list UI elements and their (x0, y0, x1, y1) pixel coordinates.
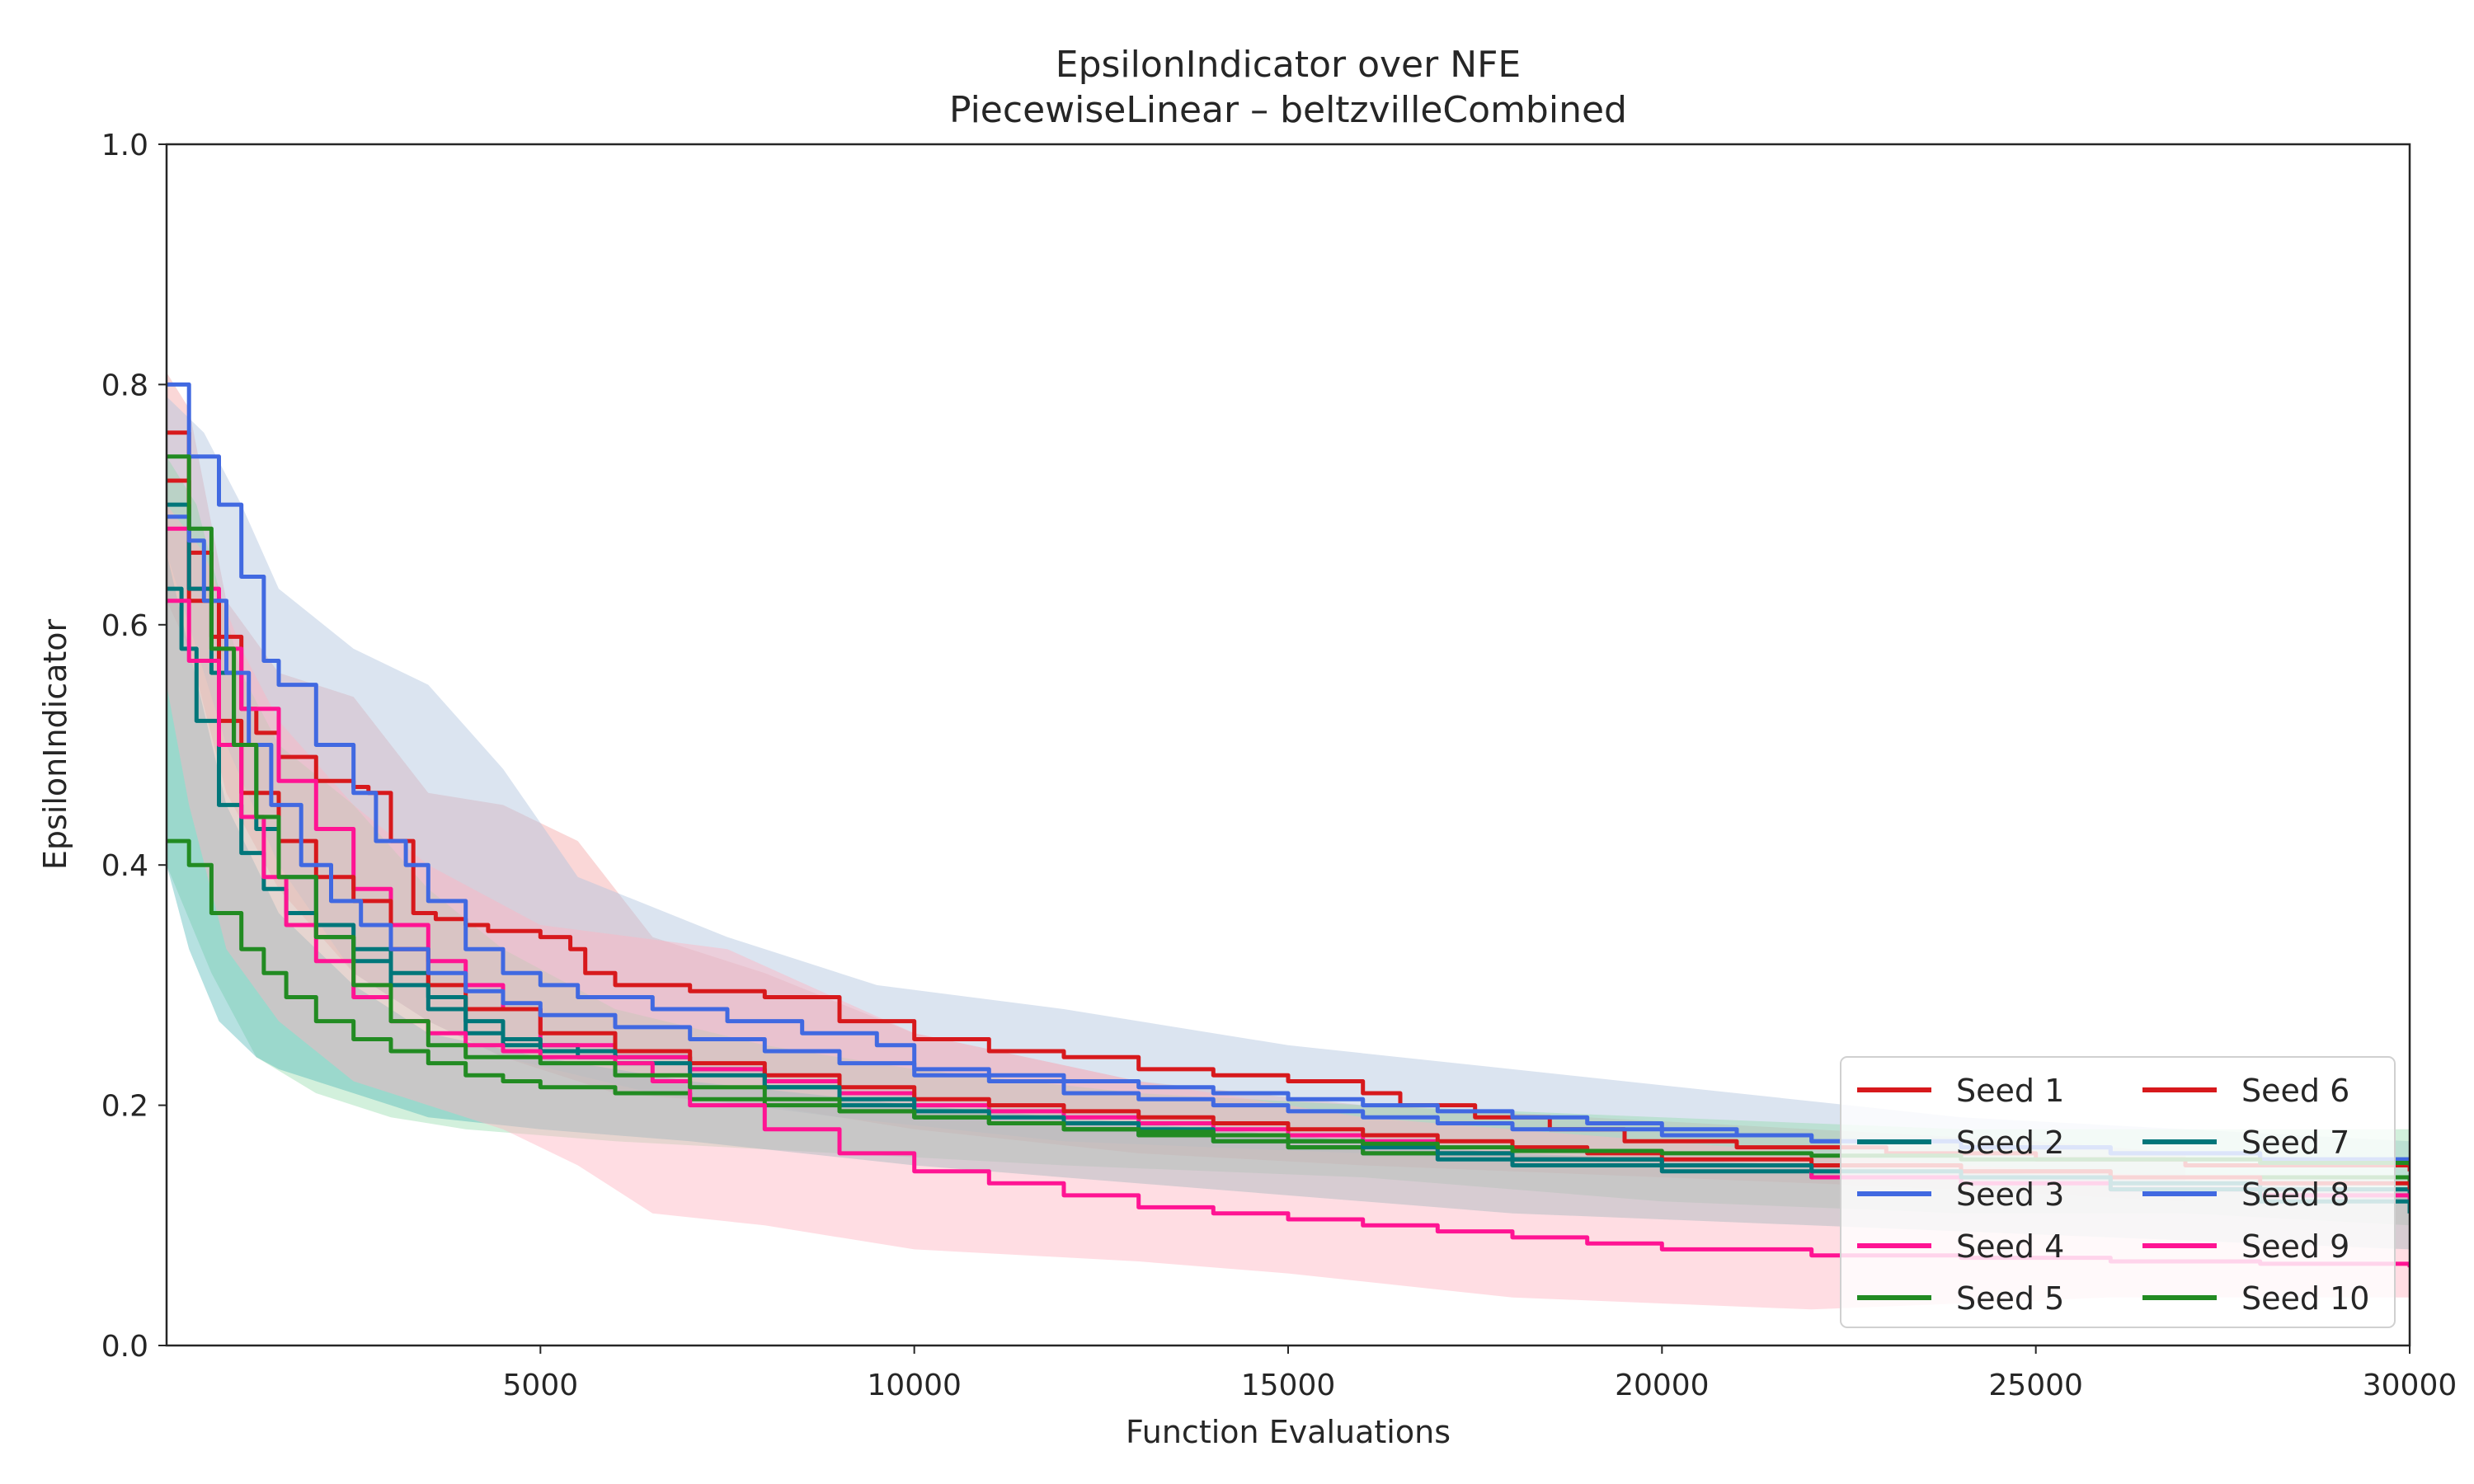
x-tick-label: 30000 (2363, 1369, 2458, 1402)
chart-subtitle: PiecewiseLinear – beltzvilleCombined (949, 89, 1627, 131)
y-tick-label: 0.0 (101, 1330, 148, 1364)
x-tick-label: 15000 (1241, 1369, 1336, 1402)
legend-label-seed-2: Seed 2 (1956, 1125, 2064, 1161)
x-tick-label: 5000 (503, 1369, 579, 1402)
y-tick-label: 0.2 (101, 1090, 148, 1124)
legend-label-seed-7: Seed 7 (2241, 1125, 2349, 1161)
confidence-band-5 (167, 505, 2410, 1310)
y-tick-label: 0.6 (101, 609, 148, 643)
confidence-band-2 (167, 397, 2410, 1202)
y-tick-label: 1.0 (101, 129, 148, 162)
series-line-seed-3 (167, 382, 2410, 1166)
y-tick-label: 0.4 (101, 849, 148, 883)
y-axis-label: EpsilonIndicator (37, 618, 73, 870)
series-line-seed-8 (167, 514, 2410, 1166)
legend-label-seed-10: Seed 10 (2241, 1280, 2369, 1317)
legend-label-seed-5: Seed 5 (1956, 1280, 2064, 1317)
x-tick-label: 25000 (1988, 1369, 2083, 1402)
x-axis-label: Function Evaluations (1126, 1414, 1451, 1450)
x-tick-label: 20000 (1615, 1369, 1710, 1402)
x-tick-label: 10000 (867, 1369, 962, 1402)
series-line-seed-10 (167, 454, 2410, 1166)
legend-label-seed-6: Seed 6 (2241, 1073, 2349, 1109)
legend-label-seed-1: Seed 1 (1956, 1073, 2064, 1109)
legend: Seed 1 Seed 2 Seed 3 Seed 4 Seed 5 Seed 6 Seed… (1840, 1056, 2396, 1328)
legend-label-seed-4: Seed 4 (1956, 1228, 2064, 1265)
series-lines (167, 382, 2410, 1268)
y-tick-label: 0.8 (101, 369, 148, 402)
chart-title: EpsilonIndicator over NFE (1056, 44, 1521, 86)
legend-label-seed-8: Seed 8 (2241, 1176, 2349, 1213)
legend-label-seed-3: Seed 3 (1956, 1176, 2064, 1213)
legend-box (1840, 1056, 2396, 1328)
x-axis-ticks: 5000 10000 15000 20000 25000 30000 (503, 1345, 2458, 1402)
confidence-band-1 (167, 372, 2185, 1202)
y-axis-ticks: 0.0 0.2 0.4 0.6 0.8 1.0 (101, 129, 167, 1364)
legend-label-seed-9: Seed 9 (2241, 1228, 2349, 1265)
